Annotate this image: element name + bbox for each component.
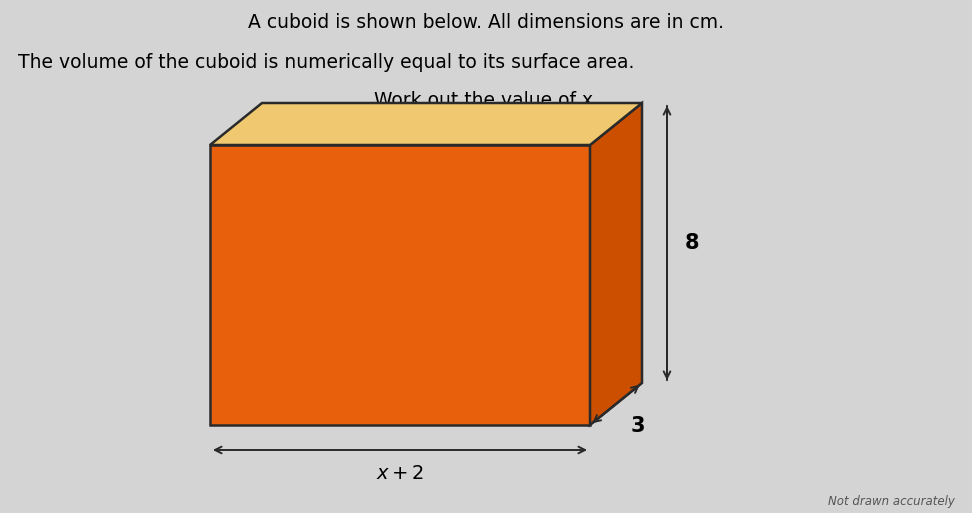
Polygon shape	[590, 103, 642, 425]
Text: $x+2$: $x+2$	[376, 465, 424, 483]
Text: 8: 8	[685, 233, 700, 253]
Text: A cuboid is shown below. All dimensions are in cm.: A cuboid is shown below. All dimensions …	[248, 13, 724, 32]
Text: 3: 3	[631, 416, 645, 436]
Polygon shape	[210, 103, 642, 145]
Text: Not drawn accurately: Not drawn accurately	[828, 495, 955, 508]
Text: The volume of the cuboid is numerically equal to its surface area.: The volume of the cuboid is numerically …	[18, 53, 635, 72]
Text: Work out the value of x.: Work out the value of x.	[373, 91, 599, 110]
Polygon shape	[210, 145, 590, 425]
